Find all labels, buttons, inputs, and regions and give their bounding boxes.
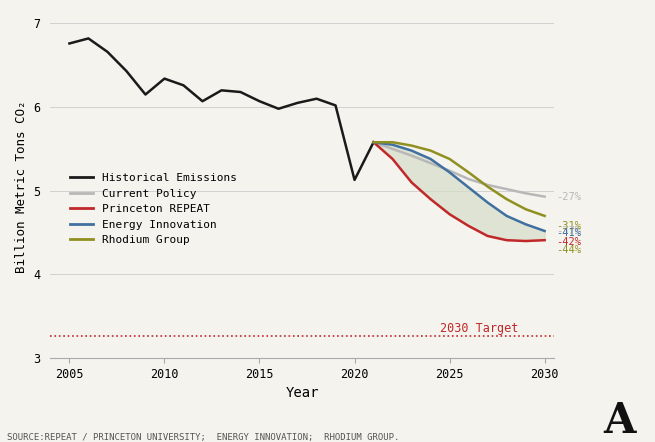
Text: 2030 Target: 2030 Target	[440, 322, 519, 335]
Y-axis label: Billion Metric Tons CO₂: Billion Metric Tons CO₂	[15, 100, 28, 273]
Text: -27%: -27%	[556, 192, 581, 202]
Text: -41%: -41%	[556, 229, 581, 239]
Legend: Historical Emissions, Current Policy, Princeton REPEAT, Energy Innovation, Rhodi: Historical Emissions, Current Policy, Pr…	[66, 168, 241, 250]
Text: -42%: -42%	[556, 237, 581, 247]
Text: -31%: -31%	[556, 221, 581, 231]
Text: -37%: -37%	[556, 226, 581, 236]
X-axis label: Year: Year	[286, 386, 319, 400]
Text: A: A	[603, 400, 635, 442]
Text: SOURCE:REPEAT / PRINCETON UNIVERSITY;  ENERGY INNOVATION;  RHODIUM GROUP.: SOURCE:REPEAT / PRINCETON UNIVERSITY; EN…	[7, 433, 399, 442]
Text: -44%: -44%	[556, 245, 581, 255]
